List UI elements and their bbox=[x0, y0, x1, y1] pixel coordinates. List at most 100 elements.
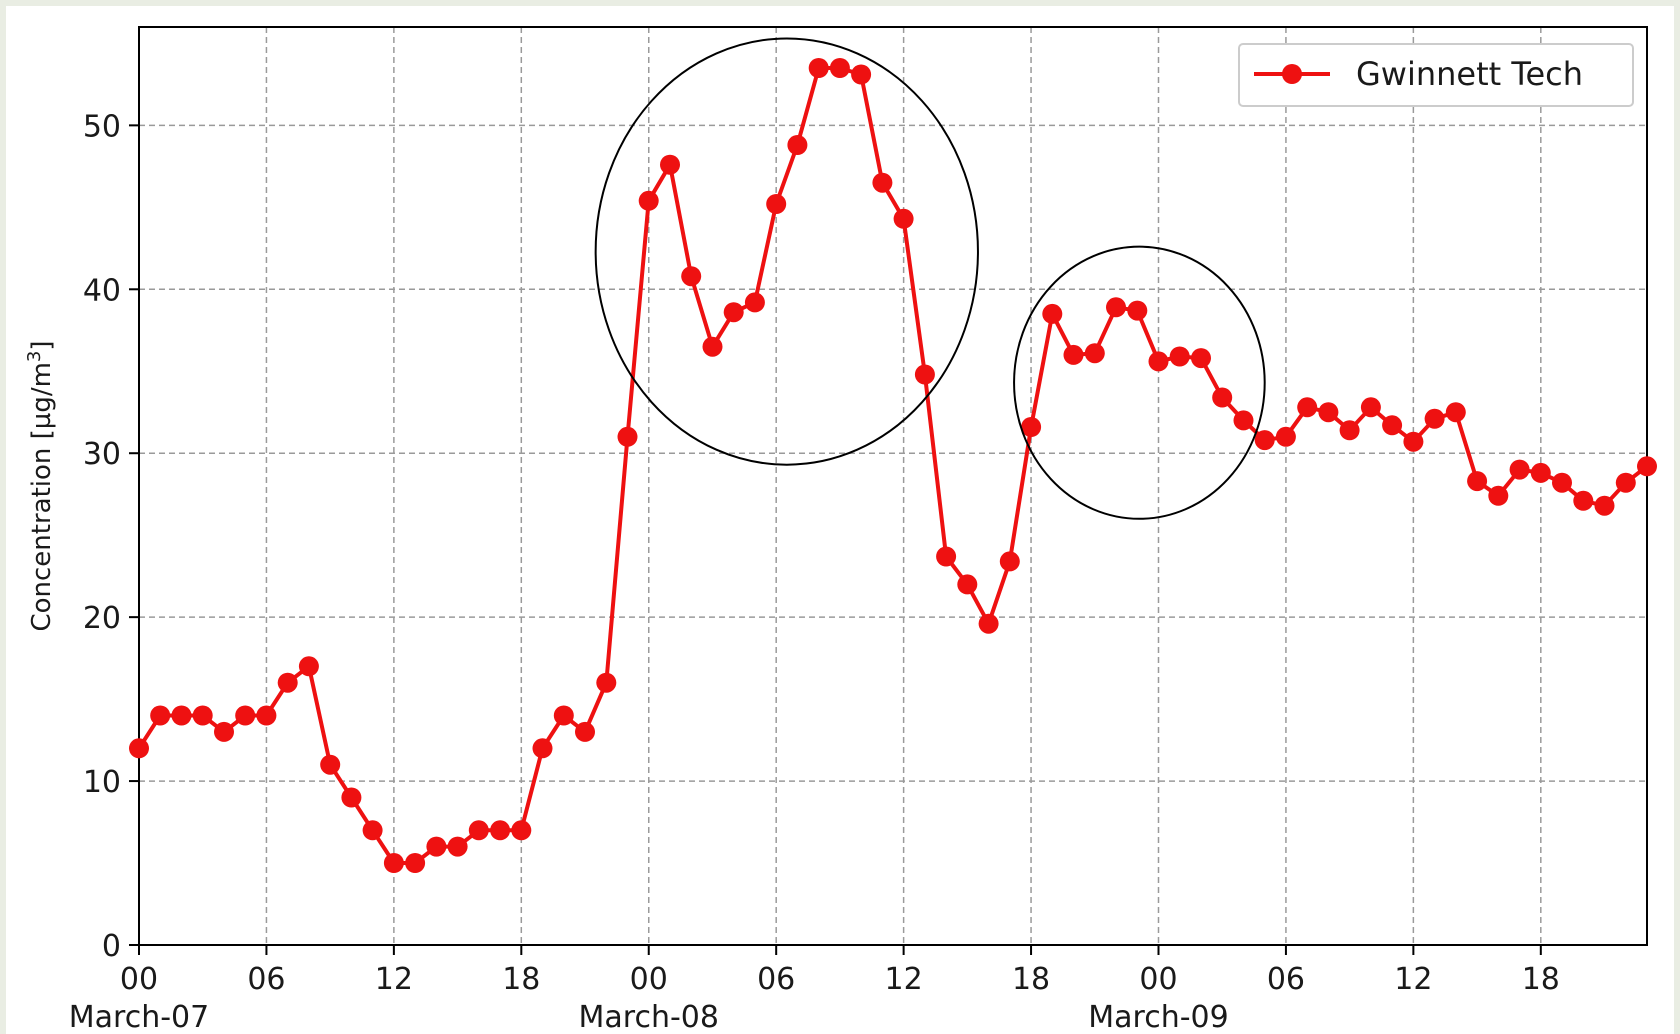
data-point bbox=[1148, 351, 1169, 372]
data-point bbox=[999, 551, 1020, 572]
annotation-ellipse bbox=[1013, 245, 1266, 520]
data-point bbox=[829, 58, 850, 78]
data-point bbox=[1360, 397, 1381, 418]
data-point bbox=[787, 135, 808, 155]
legend-label: Gwinnett Tech bbox=[1356, 55, 1583, 93]
x-tick-label: 12 bbox=[885, 962, 923, 997]
y-tick-label: 10 bbox=[83, 765, 121, 800]
x-tick-label: 00 bbox=[630, 962, 668, 997]
data-point bbox=[1275, 426, 1296, 447]
data-point bbox=[596, 672, 617, 693]
data-point bbox=[1552, 472, 1572, 493]
x-tick-label: 06 bbox=[757, 962, 795, 997]
data-point bbox=[914, 364, 935, 385]
data-point bbox=[744, 292, 765, 313]
y-tick-label: 0 bbox=[102, 929, 121, 964]
annotation-ellipse bbox=[594, 37, 979, 466]
data-point bbox=[1106, 297, 1126, 318]
data-point bbox=[1191, 348, 1211, 369]
data-point bbox=[1637, 456, 1657, 477]
x-date-label: March-09 bbox=[1088, 1000, 1228, 1034]
y-tick-label: 20 bbox=[83, 601, 121, 636]
y-axis-label-main: Concentration [µg/m bbox=[27, 362, 57, 631]
x-date-label: March-07 bbox=[69, 1000, 209, 1034]
data-point bbox=[1573, 490, 1594, 511]
x-tick-label: 06 bbox=[247, 962, 285, 997]
data-point bbox=[1254, 430, 1275, 451]
data-point bbox=[1063, 344, 1084, 365]
data-point bbox=[1127, 300, 1148, 321]
y-axis-label: Concentration [µg/m3] bbox=[24, 340, 57, 631]
data-point bbox=[235, 705, 256, 726]
data-point bbox=[447, 836, 468, 857]
data-point bbox=[1042, 303, 1063, 324]
data-point bbox=[426, 836, 447, 857]
x-tick-label: 06 bbox=[1267, 962, 1305, 997]
y-axis-ticks: 0 10 20 30 40 50 bbox=[83, 109, 139, 964]
data-point bbox=[1318, 402, 1339, 423]
series-layer bbox=[129, 58, 1657, 873]
data-point bbox=[1339, 420, 1360, 441]
y-tick-label: 40 bbox=[83, 273, 121, 308]
data-point bbox=[1615, 472, 1636, 493]
x-tick-label: 12 bbox=[375, 962, 413, 997]
legend-marker bbox=[1282, 64, 1302, 84]
data-point bbox=[893, 208, 914, 229]
x-tick-label: 18 bbox=[502, 962, 540, 997]
data-point bbox=[808, 58, 829, 78]
y-tick-label: 50 bbox=[83, 109, 121, 144]
legend-box bbox=[1238, 43, 1634, 107]
data-point bbox=[405, 853, 426, 873]
y-axis-label-sup: 3 bbox=[24, 351, 45, 362]
data-point bbox=[277, 672, 298, 693]
data-point bbox=[723, 302, 744, 323]
data-point bbox=[1382, 415, 1403, 436]
legend: Gwinnett Tech bbox=[1238, 43, 1634, 107]
data-point bbox=[936, 546, 957, 567]
data-point bbox=[320, 754, 341, 775]
x-tick-label: 12 bbox=[1394, 962, 1432, 997]
grid-lines bbox=[139, 27, 1647, 945]
data-point bbox=[553, 705, 574, 726]
data-point bbox=[298, 656, 319, 677]
data-point bbox=[150, 705, 171, 726]
y-axis-label-tail: ] bbox=[27, 340, 57, 350]
data-point bbox=[171, 705, 192, 726]
x-tick-label: 18 bbox=[1012, 962, 1050, 997]
x-date-label: March-08 bbox=[579, 1000, 719, 1034]
data-point bbox=[490, 820, 511, 841]
data-point bbox=[872, 172, 893, 193]
data-point bbox=[1509, 459, 1530, 480]
x-tick-label: 00 bbox=[120, 962, 158, 997]
x-tick-label: 18 bbox=[1522, 962, 1560, 997]
data-point bbox=[468, 820, 489, 841]
data-point bbox=[681, 266, 702, 287]
data-point bbox=[1530, 462, 1551, 483]
chart-frame bbox=[6, 6, 1674, 1034]
data-point bbox=[256, 705, 277, 726]
data-point bbox=[851, 64, 872, 85]
data-point bbox=[617, 426, 638, 447]
data-point bbox=[1488, 485, 1509, 506]
data-point bbox=[383, 853, 404, 873]
series-line bbox=[137, 66, 1649, 865]
data-point bbox=[1403, 431, 1424, 452]
data-point bbox=[766, 194, 787, 214]
data-point bbox=[1021, 417, 1042, 437]
data-point bbox=[957, 574, 978, 595]
data-point bbox=[978, 613, 999, 634]
data-point bbox=[1594, 495, 1615, 516]
x-tick-label: 00 bbox=[1139, 962, 1177, 997]
y-tick-label: 30 bbox=[83, 437, 121, 472]
data-point bbox=[702, 336, 723, 357]
data-point bbox=[1297, 397, 1318, 418]
data-point bbox=[1467, 471, 1488, 492]
data-point bbox=[1169, 346, 1190, 367]
data-point bbox=[1424, 408, 1445, 429]
data-point bbox=[129, 738, 149, 759]
data-point bbox=[511, 820, 532, 841]
plot-area-border bbox=[138, 26, 1648, 946]
data-point bbox=[1233, 410, 1254, 431]
